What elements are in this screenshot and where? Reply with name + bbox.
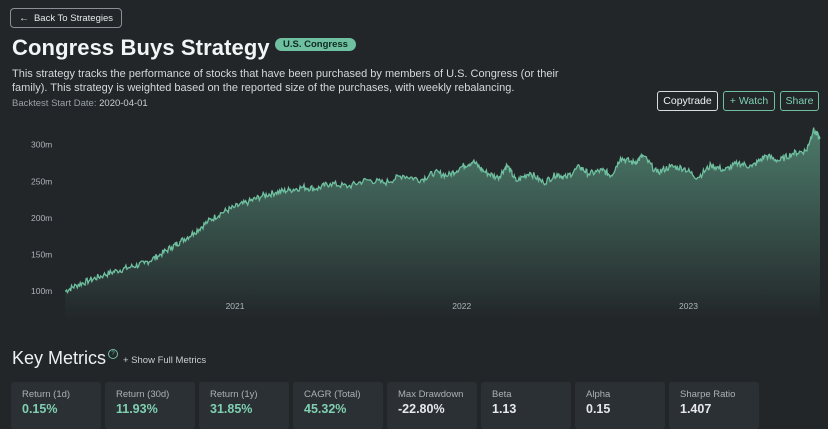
performance-chart[interactable]: 300m 250m 200m 150m 100m 2021 2022 2023: [0, 120, 828, 320]
show-full-metrics-link[interactable]: + Show Full Metrics: [123, 355, 207, 366]
metric-card-sharpe-ratio: Sharpe Ratio 1.407: [669, 382, 759, 429]
metric-label: Max Drawdown: [398, 389, 464, 400]
series-area: [65, 127, 820, 320]
metric-card-beta: Beta 1.13: [481, 382, 571, 429]
backtest-start-date: Backtest Start Date: 2020-04-01: [12, 98, 148, 109]
start-date-label: Backtest Start Date:: [12, 98, 97, 109]
series-line: [64, 127, 821, 295]
key-metrics-heading: Key Metrics: [12, 348, 107, 368]
x-tick-label: 2021: [226, 301, 245, 311]
page-title: Congress Buys Strategy: [12, 35, 270, 60]
metric-card-return-1d: Return (1d) 0.15%: [11, 382, 101, 429]
metric-value: 45.32%: [304, 402, 347, 416]
help-icon[interactable]: ?: [108, 349, 118, 359]
metric-card-return-1y: Return (1y) 31.85%: [199, 382, 289, 429]
metric-label: Return (30d): [116, 389, 170, 400]
category-badge[interactable]: U.S. Congress: [275, 38, 356, 51]
metric-value: 1.407: [680, 402, 712, 416]
metric-card-cagr: CAGR (Total) 45.32%: [293, 382, 383, 429]
metric-value: 11.93%: [116, 402, 158, 416]
strategy-description: This strategy tracks the performance of …: [12, 68, 559, 94]
metric-value: -22.80%: [398, 402, 445, 416]
metric-value: 0.15%: [22, 402, 58, 416]
metric-value: 0.15: [586, 402, 611, 416]
y-tick-label: 250m: [31, 176, 52, 186]
x-tick-label: 2023: [679, 301, 698, 311]
arrow-left-icon: ←: [18, 12, 29, 24]
y-tick-label: 100m: [31, 286, 52, 296]
metric-card-max-drawdown: Max Drawdown -22.80%: [387, 382, 477, 429]
back-label: Back To Strategies: [33, 12, 114, 24]
metric-label: CAGR (Total): [304, 389, 361, 400]
y-tick-label: 150m: [31, 250, 52, 260]
share-button[interactable]: Share: [780, 91, 819, 111]
metric-value: 31.85%: [210, 402, 253, 416]
metric-label: Return (1d): [22, 389, 71, 400]
metric-card-alpha: Alpha 0.15: [575, 382, 665, 429]
metric-label: Return (1y): [210, 389, 258, 400]
x-tick-label: 2022: [452, 301, 471, 311]
back-to-strategies-button[interactable]: ← Back To Strategies: [10, 8, 122, 28]
metric-card-return-30d: Return (30d) 11.93%: [105, 382, 195, 429]
metric-value: 1.13: [492, 402, 517, 416]
y-tick-label: 200m: [31, 213, 52, 223]
metric-label: Beta: [492, 389, 512, 400]
metric-label: Alpha: [586, 389, 611, 400]
metric-label: Sharpe Ratio: [680, 389, 736, 400]
start-date-value: 2020-04-01: [99, 98, 148, 109]
y-tick-label: 300m: [31, 140, 52, 150]
watch-button[interactable]: + Watch: [723, 91, 775, 111]
copytrade-button[interactable]: Copytrade: [657, 91, 718, 111]
